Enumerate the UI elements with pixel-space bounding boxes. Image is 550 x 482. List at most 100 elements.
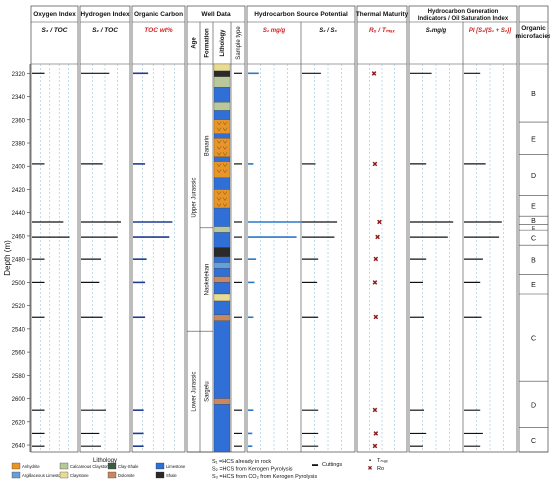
legend-swatch — [59, 471, 69, 479]
depth-tick-label: 2460 — [12, 234, 26, 240]
microfacies-label: E — [531, 282, 536, 289]
lithology-interval-calcareous_claystone — [213, 226, 231, 233]
column-title: Oxygen Index — [33, 11, 76, 18]
lithology-interval-limestone — [213, 256, 231, 263]
depth-tick-label: 2560 — [12, 351, 26, 357]
lithology-interval-shale — [213, 247, 231, 257]
legend-symbol: ▬ — [312, 462, 318, 468]
legend-item-label: Argillaceous Limestone — [22, 473, 66, 478]
chart-text: Depth (m) 2320 2340 2360 2380 2400 2420 2440 246… — [3, 9, 550, 451]
lithology-interval-anhydrite — [213, 161, 231, 178]
column-frame — [30, 5, 79, 453]
depth-tick-label: 2360 — [12, 118, 26, 124]
depth-tick-label: 2340 — [12, 95, 26, 101]
lithology-interval-limestone — [213, 404, 231, 453]
anhydrite-pattern — [216, 121, 228, 126]
tmax-marker: ✖ — [373, 257, 379, 264]
column-title: Indicators / Oil Saturation Index — [418, 16, 509, 22]
microfacies-label: B — [531, 258, 536, 265]
microfacies-label: B — [531, 91, 536, 98]
lithology-interval-limestone — [213, 282, 231, 295]
lithology-interval-anhydrite — [213, 189, 231, 209]
lithology-interval-limestone — [213, 110, 231, 120]
tmax-marker: ✖ — [372, 408, 378, 415]
depth-tick-label: 2440 — [12, 211, 26, 217]
microfacies-label: C — [531, 236, 536, 243]
lithology-interval-dolomite — [213, 398, 231, 405]
microfacies-label: E — [531, 136, 536, 143]
anhydrite-pattern — [216, 163, 228, 168]
legend-definition: S₂ =HCS from Kerogen Pyrolysis — [212, 467, 293, 473]
microfacies-label: D — [531, 173, 536, 180]
column-frame — [131, 5, 186, 453]
well-data-header: Lithology — [220, 29, 226, 57]
lithology-interval-limestone — [213, 177, 231, 190]
legend-item-label: Dolomite — [118, 473, 135, 478]
column-subtitle: S₁mg/g — [426, 28, 447, 34]
lithology-interval-claystone — [213, 63, 231, 72]
tmax-marker: ✖ — [372, 161, 378, 168]
lithology-interval-limestone — [213, 268, 231, 277]
anhydrite-pattern — [216, 152, 228, 156]
column-title: Hydrogen Index — [80, 11, 130, 18]
anhydrite-pattern — [216, 127, 228, 132]
legend-swatch — [155, 462, 165, 470]
lithology-interval-calcareous_claystone — [213, 76, 231, 88]
column-frame — [79, 5, 131, 453]
tmax-marker: ✖ — [372, 444, 378, 451]
formation-label: Banarin — [205, 136, 211, 157]
legend-item-label: Anhydrite — [22, 464, 40, 469]
well-data-header: Sample type — [236, 26, 242, 60]
legend-symbol-label: Tₘₐₓ — [377, 458, 388, 464]
tmax-marker: ✖ — [373, 431, 379, 438]
legend-symbol-label: Ro — [377, 466, 384, 472]
column-frame — [356, 5, 408, 453]
depth-tick-label: 2640 — [12, 444, 26, 450]
legend-definition: S₃ =HCS from CO₂ from Kerogen Pyrolysis — [212, 474, 317, 480]
lithology-interval-argillaceous_limestone — [213, 262, 231, 269]
microfacies-label: E — [531, 204, 536, 211]
legend-item-label: Calcareous Claystone — [70, 464, 112, 469]
microfacies-label: D — [531, 402, 536, 409]
depth-tick-label: 2320 — [12, 72, 26, 78]
column-subtitle: Rₒ / Tₘₐₓ — [369, 27, 395, 34]
depth-tick-label: 2580 — [12, 374, 26, 380]
lithology-interval-limestone — [213, 207, 231, 227]
column-title: Organic — [521, 25, 546, 32]
data-bars — [32, 72, 502, 447]
well-data-header: Formation — [205, 28, 211, 58]
legend-item-label: Claystone — [70, 473, 89, 478]
depth-tick-label: 2620 — [12, 420, 26, 426]
anhydrite-pattern — [216, 191, 228, 195]
lithology-interval-anhydrite — [213, 138, 231, 158]
microfacies-label: B — [531, 218, 536, 225]
formation-label: Naokelekan — [205, 264, 211, 296]
microfacies-label: E — [532, 226, 536, 232]
legend-swatch — [155, 471, 165, 479]
tmax-marker: ✖ — [372, 280, 378, 287]
age-label: Upper Jurassic — [192, 178, 198, 218]
depth-tick-label: 2540 — [12, 327, 26, 333]
anhydrite-pattern — [216, 146, 228, 150]
lithology-interval-limestone — [213, 232, 231, 248]
lithology-interval-calcareous_claystone — [213, 102, 231, 111]
column-title: microfacies — [515, 33, 550, 40]
anhydrite-pattern — [216, 197, 228, 201]
tmax-marker: ✖ — [376, 219, 382, 226]
legend-item-label: Shale — [166, 473, 177, 478]
depth-tick-label: 2380 — [12, 141, 26, 147]
lithology-interval-claystone — [213, 293, 231, 302]
legend-symbol-label: Cuttings — [322, 462, 342, 468]
tmax-marker: ✖ — [371, 71, 377, 78]
column-subtitle: S₃ / TOC — [42, 27, 68, 34]
lithology-interval-limestone — [213, 133, 231, 139]
legend-swatch — [107, 462, 117, 470]
lithology-interval-dolomite — [213, 276, 231, 283]
tmax-marker: ✖ — [375, 235, 381, 242]
column-title: Organic Carbon — [134, 11, 183, 18]
legend-title: Lithology — [93, 458, 117, 464]
lithology-interval-limestone — [213, 320, 231, 399]
legend-symbol: ✖ — [367, 465, 372, 472]
column-title: Hydrocarbon Generation — [428, 9, 499, 15]
